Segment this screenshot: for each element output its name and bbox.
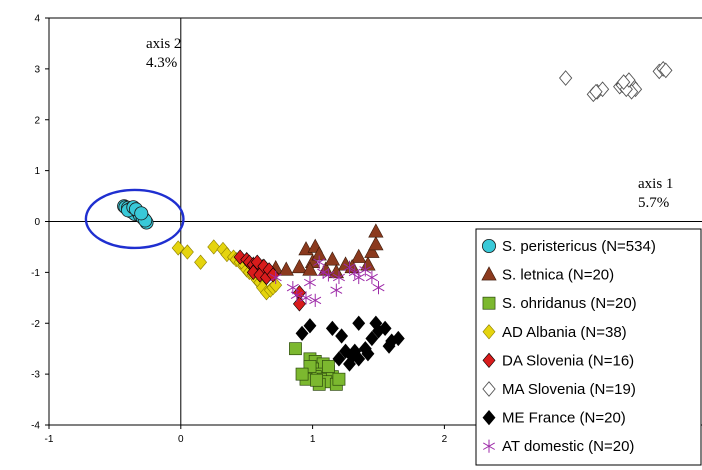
data-point xyxy=(300,291,313,305)
data-point xyxy=(343,260,356,274)
y-tick-label: 2 xyxy=(34,115,40,126)
data-point xyxy=(659,62,673,79)
data-point xyxy=(313,255,326,269)
axis2-label: axis 2 xyxy=(146,36,181,52)
legend-label: AT domestic (N=20) xyxy=(502,438,634,455)
data-point xyxy=(246,264,260,280)
legend-label: DA Slovenia (N=16) xyxy=(502,352,634,369)
data-point xyxy=(134,206,149,221)
legend-label: MA Slovenia (N=19) xyxy=(502,381,636,398)
data-point xyxy=(360,256,376,271)
data-point xyxy=(310,373,323,387)
data-point xyxy=(295,367,309,381)
data-point xyxy=(325,320,339,336)
y-tick-label: 4 xyxy=(34,14,40,25)
legend-label: S. letnica (N=20) xyxy=(502,267,614,284)
data-point xyxy=(233,249,247,265)
legend-marker xyxy=(482,296,496,310)
legend-label: ME France (N=20) xyxy=(502,410,626,427)
data-point xyxy=(295,325,309,342)
data-point xyxy=(290,288,303,302)
axis2-percent: 4.3% xyxy=(146,55,177,71)
data-point xyxy=(368,236,384,251)
data-point xyxy=(359,263,372,277)
data-point xyxy=(303,318,317,334)
data-point xyxy=(269,277,283,293)
y-tick-label: 3 xyxy=(34,64,40,75)
x-tick-label: -1 xyxy=(45,434,54,445)
data-point xyxy=(328,264,344,279)
highlight-circle xyxy=(84,188,185,250)
legend: S. peristericus (N=534) S. letnica (N=20)… xyxy=(475,228,702,466)
y-tick-label: -3 xyxy=(31,370,40,381)
legend-label: S. ohridanus (N=20) xyxy=(502,295,637,312)
y-tick-label: -1 xyxy=(31,268,40,279)
data-point xyxy=(589,83,603,100)
legend-marker xyxy=(481,266,497,281)
data-point xyxy=(368,223,384,238)
data-point xyxy=(335,328,349,344)
data-point xyxy=(378,320,392,336)
data-point xyxy=(364,243,380,258)
data-point xyxy=(309,293,322,307)
y-tick-label: -4 xyxy=(31,421,40,432)
data-point xyxy=(617,74,631,90)
data-point xyxy=(369,315,383,331)
legend-label: AD Albania (N=38) xyxy=(502,324,627,341)
y-tick-label: -2 xyxy=(31,319,40,330)
y-tick-label: 1 xyxy=(34,166,40,177)
y-tick-label: 0 xyxy=(34,217,40,228)
data-point xyxy=(372,281,385,295)
data-point xyxy=(352,351,366,367)
data-point xyxy=(289,342,302,356)
axis1-label: axis 1 xyxy=(638,176,673,192)
data-point xyxy=(322,268,335,282)
data-point xyxy=(352,270,365,285)
axis1-percent: 5.7% xyxy=(638,195,669,211)
legend-marker xyxy=(481,238,496,253)
data-point xyxy=(278,261,294,276)
legend-marker xyxy=(482,352,496,369)
data-point xyxy=(352,315,366,331)
data-point xyxy=(365,270,378,285)
data-point xyxy=(559,70,573,86)
data-point xyxy=(322,360,335,373)
data-point xyxy=(365,330,379,347)
data-point xyxy=(194,254,208,270)
legend-marker xyxy=(482,381,496,397)
data-point xyxy=(343,356,356,372)
legend-label: S. peristericus (N=534) xyxy=(502,238,656,255)
legend-marker xyxy=(482,409,496,426)
data-point xyxy=(361,346,375,362)
data-point xyxy=(303,275,316,290)
data-point xyxy=(324,251,341,266)
data-point xyxy=(291,258,308,274)
data-point xyxy=(302,261,318,276)
legend-box xyxy=(475,228,702,466)
highlight-layer xyxy=(84,188,185,250)
data-point xyxy=(332,351,346,367)
data-point xyxy=(250,254,264,270)
data-point xyxy=(332,372,346,386)
legend-marker xyxy=(483,439,495,453)
points-layer xyxy=(117,61,673,391)
legend-marker xyxy=(482,324,496,340)
data-point xyxy=(330,283,343,297)
data-point xyxy=(180,244,194,260)
data-point xyxy=(339,343,352,359)
data-point xyxy=(207,239,221,255)
x-tick-label: 0 xyxy=(178,434,184,445)
data-point xyxy=(332,270,345,285)
data-point xyxy=(269,270,282,285)
x-tick-label: 2 xyxy=(442,434,448,445)
x-tick-label: 1 xyxy=(310,434,316,445)
data-point xyxy=(391,330,405,347)
data-point xyxy=(351,248,367,263)
data-point xyxy=(171,240,185,256)
